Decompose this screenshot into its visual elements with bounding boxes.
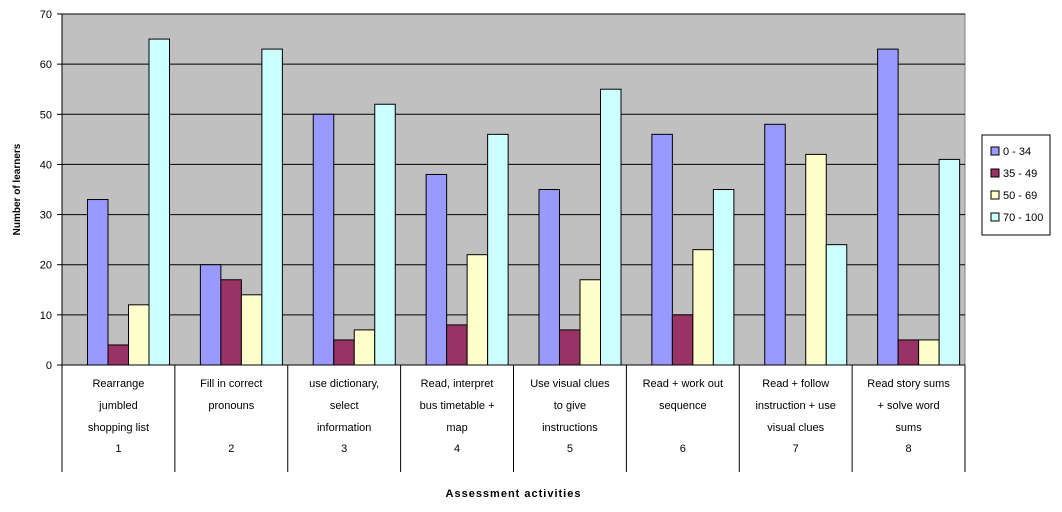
y-tick-label: 0 xyxy=(46,360,52,372)
y-tick-label: 60 xyxy=(40,59,52,71)
y-tick-label: 10 xyxy=(40,310,52,322)
legend-label: 0 - 34 xyxy=(1003,146,1031,158)
x-category-label: jumbled xyxy=(98,400,138,412)
x-category-label: Read story sums xyxy=(867,378,950,390)
bar xyxy=(466,254,489,366)
x-category-number: 8 xyxy=(906,443,912,455)
bar xyxy=(87,199,109,366)
legend-swatch xyxy=(990,146,1000,156)
x-category-number: 4 xyxy=(454,443,460,455)
bar xyxy=(712,189,735,366)
bar xyxy=(897,339,920,366)
bar xyxy=(128,304,150,366)
bar xyxy=(538,189,560,366)
legend-label: 50 - 69 xyxy=(1003,190,1037,202)
x-category-label: use dictionary, xyxy=(309,378,379,390)
y-tick-label: 20 xyxy=(40,260,52,272)
x-category-number: 6 xyxy=(680,443,686,455)
bar xyxy=(374,103,396,366)
x-category-label: information xyxy=(317,422,371,434)
bar xyxy=(333,339,355,366)
y-axis-title: Number of learners xyxy=(12,143,23,235)
bar xyxy=(107,344,129,366)
bar xyxy=(918,339,940,366)
x-category-number: 3 xyxy=(341,443,347,455)
x-category-label: to give xyxy=(554,400,586,412)
bar xyxy=(651,133,673,366)
x-category-label: Fill in correct xyxy=(200,378,262,390)
x-category-label: select xyxy=(330,400,359,412)
legend-swatch xyxy=(990,190,1000,200)
bar xyxy=(938,158,961,366)
y-tick-label: 50 xyxy=(40,109,52,121)
x-category-label: instructions xyxy=(542,422,598,434)
bar xyxy=(877,48,899,366)
x-category-number: 7 xyxy=(793,443,799,455)
x-category-label: sums xyxy=(895,422,922,434)
x-category-label: + solve word xyxy=(878,400,940,412)
x-category-label: instruction + use xyxy=(755,400,835,412)
x-category-label: Rearrange xyxy=(92,378,144,390)
x-category-label: pronouns xyxy=(208,400,254,412)
legend-label: 70 - 100 xyxy=(1003,212,1043,224)
bar xyxy=(240,294,263,366)
y-tick-label: 30 xyxy=(40,210,52,222)
bar xyxy=(487,133,509,366)
x-category-label: bus timetable + xyxy=(420,400,495,412)
x-category-label: visual clues xyxy=(767,422,824,434)
bar xyxy=(261,48,283,366)
x-category-number: 1 xyxy=(115,443,121,455)
bar xyxy=(446,324,468,366)
x-category-number: 2 xyxy=(228,443,234,455)
bar xyxy=(579,279,601,366)
bar xyxy=(692,249,714,366)
x-category-label: sequence xyxy=(659,400,707,412)
bar xyxy=(220,279,242,366)
x-category-label: Read + follow xyxy=(762,378,829,390)
x-axis-title: Assessment activities xyxy=(446,488,582,500)
bar xyxy=(199,264,222,366)
legend-label: 35 - 49 xyxy=(1003,168,1037,180)
bar xyxy=(353,329,376,366)
x-category-label: Read, interpret xyxy=(421,378,494,390)
bar xyxy=(148,38,170,366)
x-category-label: map xyxy=(446,422,467,434)
bar xyxy=(764,123,786,366)
legend-swatch xyxy=(990,212,1000,222)
x-category-label: Use visual clues xyxy=(530,378,610,390)
bar xyxy=(312,113,335,366)
y-tick-label: 40 xyxy=(40,159,52,171)
x-category-label: shopping list xyxy=(88,422,149,434)
bar xyxy=(425,173,448,366)
x-category-label: Read + work out xyxy=(643,378,723,390)
legend-swatch xyxy=(990,168,1000,178)
y-tick-label: 70 xyxy=(40,9,52,21)
x-category-number: 5 xyxy=(567,443,573,455)
bar xyxy=(825,244,848,366)
bar xyxy=(805,153,827,366)
bar xyxy=(559,329,581,366)
bar xyxy=(671,314,694,366)
bar xyxy=(600,88,622,366)
